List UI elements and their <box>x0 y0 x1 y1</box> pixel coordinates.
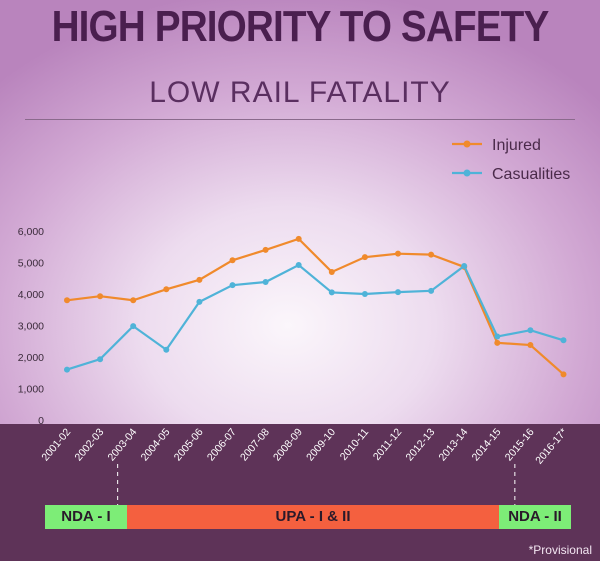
casualities-point <box>262 279 269 286</box>
x-tick-label: 2010-11 <box>338 426 372 463</box>
y-tick-label: 6,000 <box>18 226 44 238</box>
x-tick-label: 2009-10 <box>304 426 338 463</box>
casualities-point <box>494 333 501 340</box>
x-tick-label: 2014-15 <box>470 426 504 463</box>
y-tick-label: 4,000 <box>18 289 44 301</box>
x-tick-label: 2003-04 <box>106 426 140 463</box>
x-tick-label: 2016-17* <box>533 426 570 466</box>
injured-point <box>361 254 368 261</box>
era-nda-1: NDA - I <box>45 505 127 529</box>
page-subtitle: LOW RAIL FATALITY <box>149 76 451 109</box>
x-tick-label: 2006-07 <box>205 426 239 463</box>
injured-point <box>494 339 501 346</box>
x-tick-label: 2011-12 <box>371 426 405 463</box>
legend-injured-label: Injured <box>492 137 541 154</box>
casualities-point <box>97 356 104 363</box>
casualities-point <box>229 282 236 289</box>
casualities-point <box>163 346 170 353</box>
casualities-point <box>461 262 468 269</box>
title-divider <box>25 119 575 120</box>
x-tick-label: 2007-08 <box>238 426 272 463</box>
injured-point <box>196 276 203 283</box>
injured-point <box>395 250 401 257</box>
casualities-point <box>328 289 335 296</box>
injured-point <box>97 293 104 300</box>
injured-point <box>295 235 302 242</box>
injured-point <box>130 297 137 304</box>
injured-point <box>428 251 435 258</box>
x-tick-label: 2005-06 <box>172 426 206 463</box>
y-tick-label: 2,000 <box>18 352 44 364</box>
injured-point <box>328 268 335 275</box>
provisional-footnote: *Provisional <box>528 543 592 557</box>
era-nda-2: NDA - II <box>499 505 571 529</box>
casualities-point <box>560 337 567 344</box>
legend-casualities-label: Casualities <box>492 166 570 183</box>
legend-injured-marker <box>463 140 471 148</box>
casualities-point <box>428 287 435 294</box>
casualities-point <box>361 291 368 297</box>
legend-casualities-marker <box>463 169 471 177</box>
x-tick-label: 2001-02 <box>39 426 73 463</box>
injured-point <box>163 286 170 293</box>
injured-point <box>262 246 269 253</box>
casualities-point <box>295 262 302 269</box>
x-tick-label: 2008-09 <box>271 426 305 463</box>
casualities-point <box>527 327 534 334</box>
injured-point <box>64 297 70 304</box>
x-tick-label: 2012-13 <box>403 426 437 463</box>
casualities-point <box>130 323 137 330</box>
injured-point <box>229 257 236 264</box>
x-tick-label: 2002-03 <box>72 426 106 463</box>
casualities-line <box>66 263 564 371</box>
government-era-bar: NDA - I UPA - I & II NDA - II <box>45 505 571 529</box>
x-tick-label: 2013-14 <box>437 426 471 463</box>
casualities-point <box>395 289 401 296</box>
casualities-point <box>196 298 203 305</box>
y-tick-label: 1,000 <box>18 384 44 396</box>
y-tick-label: 5,000 <box>18 258 44 270</box>
injured-line <box>66 237 565 376</box>
injured-point <box>560 371 567 378</box>
page-title: HIGH PRIORITY TO SAFETY <box>51 2 550 51</box>
injured-point <box>527 342 534 349</box>
y-tick-label: 3,000 <box>18 321 44 333</box>
casualities-point <box>64 366 70 373</box>
x-tick-label: 2015-16 <box>503 426 537 463</box>
y-tick-label: 0 <box>38 415 44 427</box>
timeline-band <box>0 424 600 561</box>
x-tick-label: 2004-05 <box>139 426 173 463</box>
era-upa: UPA - I & II <box>127 505 499 529</box>
